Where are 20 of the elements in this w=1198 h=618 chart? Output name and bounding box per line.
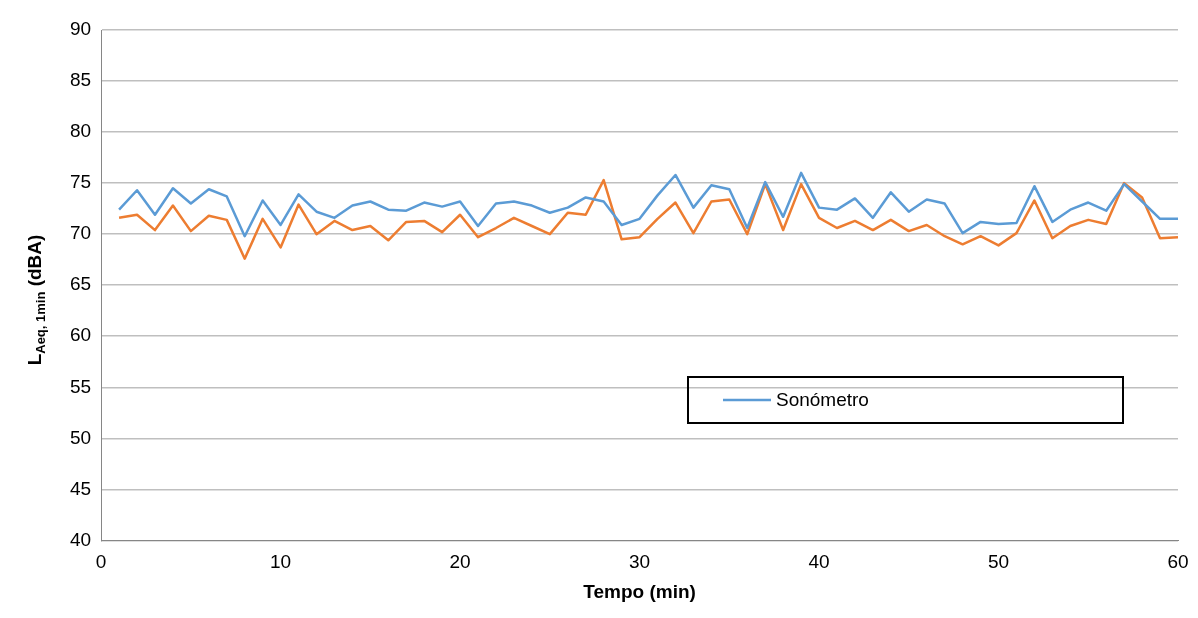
y-tick-label: 40 [69,528,92,550]
y-tick-label: 55 [69,375,92,397]
y-tick-label: 85 [69,69,92,91]
y-tick-label: 45 [69,477,92,499]
y-tick-label: 75 [69,171,92,193]
x-tick-label: 10 [270,551,292,573]
legend-label: Sonómetro [776,389,869,411]
x-tick-label: 50 [987,551,1010,573]
x-tick-label: 60 [1167,551,1189,573]
y-tick-label: 50 [69,426,92,448]
x-tick-label: 20 [449,551,471,573]
x-axis-title: Tempo (min) [583,580,696,602]
x-tick-label: 0 [95,551,107,573]
x-tick-label: 40 [808,551,830,573]
y-tick-label: 90 [69,18,92,40]
y-tick-label: 70 [69,222,92,244]
y-tick-label: 80 [69,120,92,142]
y-tick-label: 60 [69,324,92,346]
y-tick-label: 65 [69,273,92,295]
x-tick-label: 30 [629,551,651,573]
